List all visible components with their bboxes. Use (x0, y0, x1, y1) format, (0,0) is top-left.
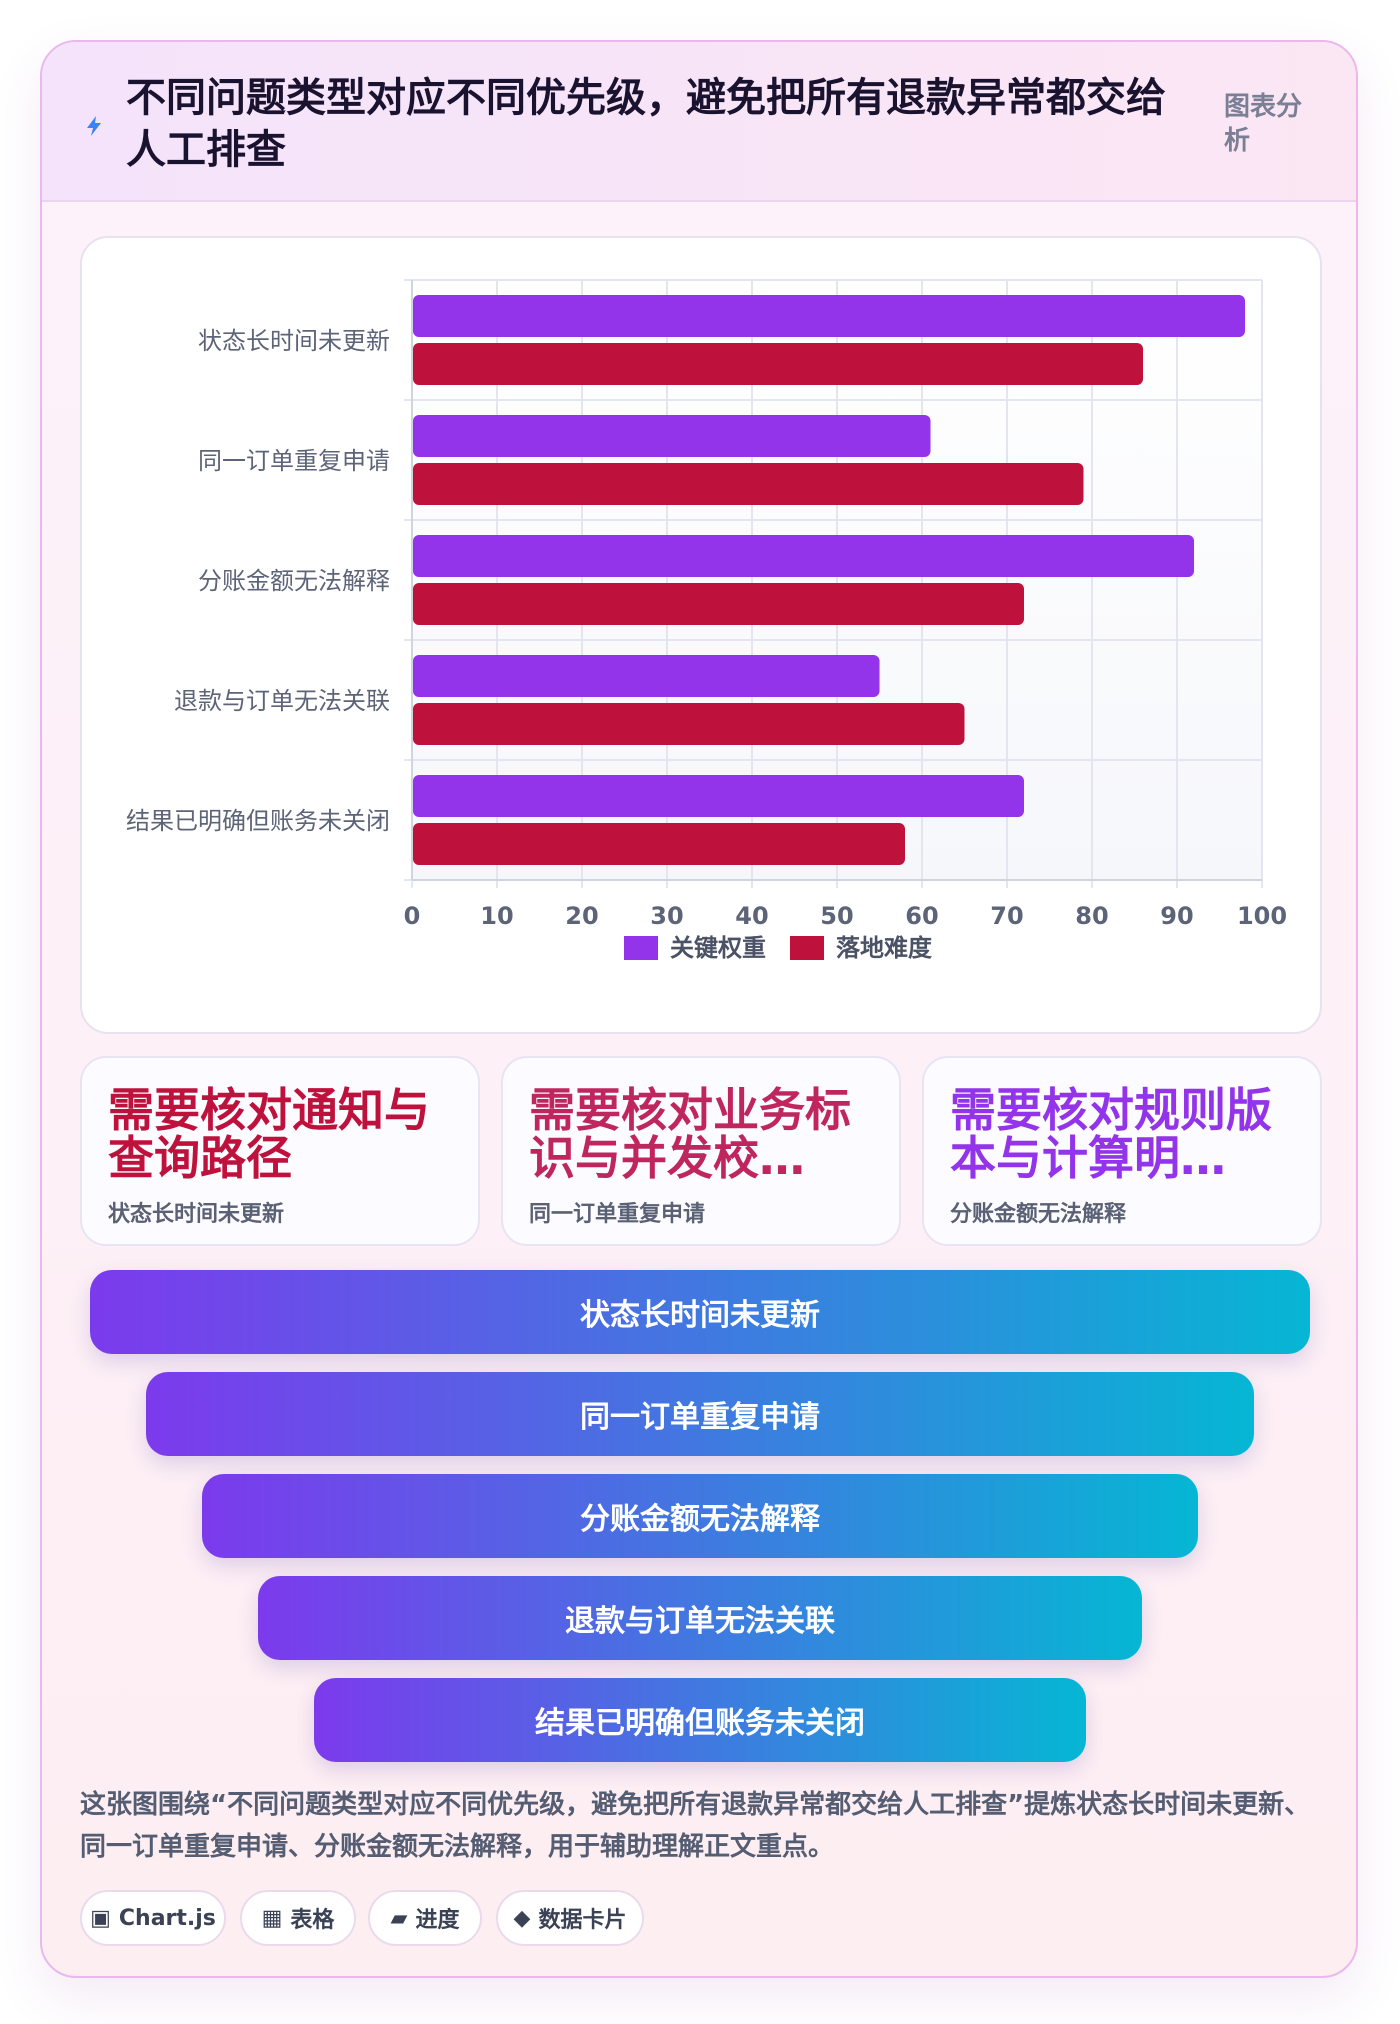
x-tick-label: 50 (820, 902, 853, 930)
stat-value: 需要核对规则版 本与计算明… (950, 1086, 1272, 1182)
legend-swatch (790, 936, 824, 960)
funnel-step: 同一订单重复申请 (146, 1372, 1254, 1456)
x-tick-label: 80 (1075, 902, 1108, 930)
funnel-step: 状态长时间未更新 (90, 1270, 1310, 1354)
stat-card: 需要核对通知与 查询路径 状态长时间未更新 (80, 1056, 480, 1246)
chip-chartjs[interactable]: ▣ Chart.js (80, 1890, 226, 1946)
y-category-label: 退款与订单无法关联 (174, 687, 390, 715)
funnel-step: 退款与订单无法关联 (258, 1576, 1142, 1660)
x-tick-label: 10 (480, 902, 513, 930)
summary-text: 这张图围绕“不同问题类型对应不同优先级，避免把所有退款异常都交给人工排查”提炼状… (80, 1790, 1311, 1862)
bar (413, 703, 965, 745)
chip-label: Chart.js (118, 1905, 216, 1931)
x-tick-label: 20 (565, 902, 598, 930)
chip-data-card[interactable]: ◆ 数据卡片 (496, 1890, 644, 1946)
stat-card: 需要核对规则版 本与计算明… 分账金额无法解释 (922, 1056, 1322, 1246)
chip-label: 进度 (415, 1908, 460, 1933)
header: 不同问题类型对应不同优先级，避免把所有退款异常都交给人工排查 图表分析 (42, 42, 1356, 202)
stat-value: 需要核对业务标 识与并发校… (529, 1086, 851, 1182)
stat-card: 需要核对业务标 识与并发校… 同一订单重复申请 (501, 1056, 901, 1246)
chart-analysis-tag: 图表分析 (1224, 92, 1303, 156)
x-tick-label: 90 (1160, 902, 1193, 930)
stat-label: 分账金额无法解释 (950, 1202, 1127, 1227)
y-category-label: 分账金额无法解释 (198, 567, 390, 595)
x-tick-label: 100 (1237, 902, 1287, 930)
chart-icon: ▣ (90, 1905, 111, 1931)
y-category-label: 状态长时间未更新 (198, 327, 390, 355)
bar (413, 535, 1194, 577)
chart-panel: 0 10 20 30 40 50 60 70 80 90 100 状态长时间未更新 同一订单重复申请 分账… (80, 236, 1322, 1034)
stat-label: 同一订单重复申请 (529, 1202, 706, 1227)
y-category-label: 结果已明确但账务未关闭 (126, 807, 390, 835)
chip-progress[interactable]: ▰ 进度 (368, 1890, 482, 1946)
bar (413, 583, 1024, 625)
chip-label: 数据卡片 (538, 1908, 627, 1933)
bar (413, 823, 905, 865)
x-tick-label: 30 (650, 902, 683, 930)
x-tick-label: 70 (990, 902, 1023, 930)
card-icon: ◆ (513, 1905, 531, 1931)
bar (413, 415, 931, 457)
bar-chart: 0 10 20 30 40 50 60 70 80 90 100 状态长时间未更新同一订单重复申请分账… (126, 279, 1287, 962)
stat-label: 状态长时间未更新 (108, 1202, 285, 1227)
chip-table[interactable]: ▦ 表格 (240, 1890, 356, 1946)
table-icon: ▦ (261, 1905, 283, 1931)
progress-icon: ▰ (390, 1905, 408, 1931)
bar (413, 463, 1084, 505)
lightning-icon (87, 116, 101, 136)
x-tick-label: 60 (905, 902, 938, 930)
legend-swatch (624, 936, 658, 960)
x-tick-label: 0 (404, 902, 421, 930)
bar (413, 775, 1024, 817)
bar (413, 295, 1245, 337)
bar (413, 655, 880, 697)
y-category-label: 同一订单重复申请 (198, 447, 390, 475)
funnel-step: 结果已明确但账务未关闭 (314, 1678, 1086, 1762)
chip-label: 表格 (290, 1908, 335, 1933)
funnel-step: 分账金额无法解释 (202, 1474, 1198, 1558)
legend-label: 落地难度 (836, 934, 933, 962)
infographic-card: 不同问题类型对应不同优先级，避免把所有退款异常都交给人工排查 图表分析 0 10 2… (40, 40, 1358, 1978)
page-title: 不同问题类型对应不同优先级，避免把所有退款异常都交给人工排查 (126, 75, 1166, 173)
stat-value: 需要核对通知与 查询路径 (108, 1086, 430, 1182)
x-tick-label: 40 (735, 902, 768, 930)
legend-label: 关键权重 (670, 934, 766, 962)
bar (413, 343, 1143, 385)
